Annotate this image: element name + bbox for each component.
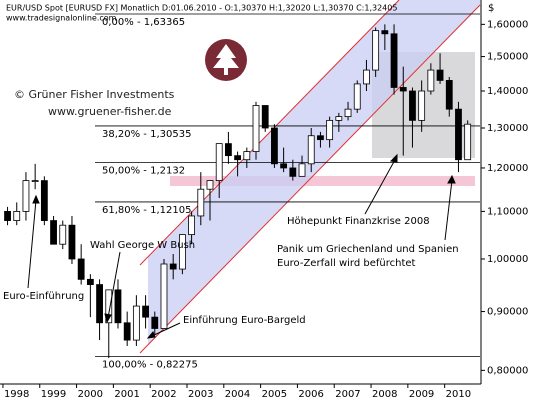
- candle-body: [418, 90, 426, 121]
- logo: [205, 39, 247, 81]
- candle-body: [132, 305, 140, 341]
- candle-body: [225, 143, 232, 157]
- x-tick-label: 1998: [4, 389, 29, 400]
- annotation: Einführung Euro-Bargeld: [183, 315, 306, 326]
- annotation: Panik um Griechenland und Spanien: [277, 244, 459, 255]
- candle-body: [298, 163, 306, 177]
- annotation: Euro-Einführung: [3, 291, 84, 302]
- y-tick-label: 1,60000: [487, 19, 528, 30]
- candles: [4, 24, 472, 359]
- x-tick-label: 2006: [298, 389, 323, 400]
- candle-body: [326, 119, 334, 141]
- x-tick-label: 1999: [41, 389, 66, 400]
- annotation: Wahl George W Bush: [90, 240, 195, 251]
- candle-body: [381, 30, 389, 35]
- x-tick-label: 2002: [151, 389, 176, 400]
- x-tick-label: 2004: [225, 389, 250, 400]
- candle-body: [234, 155, 242, 161]
- candle-body: [86, 278, 94, 285]
- candle-body: [197, 188, 205, 217]
- subtitle: www.tradesignalonline.com: [6, 14, 117, 23]
- support-zone: [170, 176, 475, 186]
- candle-body: [307, 135, 315, 165]
- y-tick-label: 1,00000: [487, 254, 528, 265]
- candle-body: [160, 263, 168, 329]
- candle-body: [142, 305, 149, 318]
- level-label: 0,00% - 1,63365: [102, 17, 185, 28]
- candle-body: [445, 80, 453, 110]
- candle-body: [455, 108, 462, 161]
- candle-body: [372, 30, 380, 71]
- y-tick-label: 1,40000: [487, 86, 528, 97]
- candle-body: [31, 180, 39, 182]
- x-tick-label: 2003: [188, 389, 213, 400]
- candle-body: [464, 123, 472, 161]
- channel-lower: [139, 4, 481, 354]
- candle-body: [105, 289, 113, 324]
- candle-body: [436, 69, 444, 81]
- candle-body: [96, 284, 103, 324]
- candle-body: [188, 215, 195, 236]
- y-tick-label: 0,90000: [487, 307, 528, 318]
- x-tick-label: 2005: [262, 389, 287, 400]
- candle-body: [243, 151, 251, 161]
- candle-body: [363, 69, 370, 85]
- x-tick-label: 2000: [78, 389, 103, 400]
- candle-body: [123, 322, 131, 341]
- y-axis-label: $: [488, 3, 494, 14]
- candle-body: [178, 234, 186, 270]
- candle-body: [206, 180, 214, 190]
- candle-body: [427, 69, 435, 92]
- chart-title: EUR/USD Spot [EURUSD FX] Monatlich D:01.…: [6, 4, 397, 13]
- candle-body: [4, 210, 11, 221]
- candle-body: [399, 87, 407, 92]
- y-tick-label: 1,30000: [487, 123, 528, 134]
- annotation: Höhepunkt Finanzkrise 2008: [287, 216, 430, 227]
- x-tick-label: 2007: [335, 389, 360, 400]
- candle-body: [68, 224, 76, 260]
- candle-body: [151, 316, 159, 329]
- y-tick-label: 1,20000: [487, 163, 528, 174]
- candle-body: [13, 210, 21, 221]
- level-label: 61,80% - 1,12105: [102, 205, 191, 216]
- x-tick-label: 2008: [372, 389, 397, 400]
- candle-body: [335, 116, 343, 121]
- candle-body: [22, 180, 30, 212]
- candle-body: [317, 135, 324, 141]
- candle-body: [77, 258, 85, 280]
- level-label: 50,00% - 1,2132: [102, 165, 185, 176]
- y-tick-label: 1,10000: [487, 206, 528, 217]
- candle-body: [289, 167, 297, 177]
- watermark-url: www.gruener-fisher.de: [48, 105, 172, 118]
- fib-levels: 0,00% - 1,63365 38,20% - 1,30535 50,00% - …: [95, 13, 480, 370]
- annotation: Euro-Zerfall wird befürchtet: [277, 258, 416, 269]
- candle-body: [50, 220, 57, 245]
- candle-body: [344, 108, 352, 118]
- level-label: 38,20% - 1,30535: [102, 129, 191, 140]
- x-tick-label: 2001: [114, 389, 139, 400]
- x-tick-label: 2010: [446, 389, 471, 400]
- candle-body: [169, 263, 177, 270]
- arrows: [27, 153, 456, 339]
- candle-body: [40, 180, 48, 221]
- candle-body: [353, 83, 361, 110]
- candle-body: [280, 163, 288, 169]
- candle-body: [215, 143, 223, 181]
- y-tick-label: 1,50000: [487, 52, 528, 63]
- candle-body: [59, 224, 67, 245]
- candle-body: [252, 105, 260, 152]
- candle-body: [271, 127, 278, 165]
- watermark: © Grüner Fisher Investments: [14, 88, 175, 101]
- channel-upper: [139, 0, 400, 266]
- candle-body: [261, 105, 269, 129]
- candle-body: [390, 33, 398, 88]
- level-label: 100,00% - 0,82275: [102, 359, 198, 370]
- candle-body: [409, 90, 416, 121]
- y-tick-label: 0,80000: [487, 365, 528, 376]
- candle-body: [114, 289, 122, 324]
- x-tick-label: 2009: [409, 389, 434, 400]
